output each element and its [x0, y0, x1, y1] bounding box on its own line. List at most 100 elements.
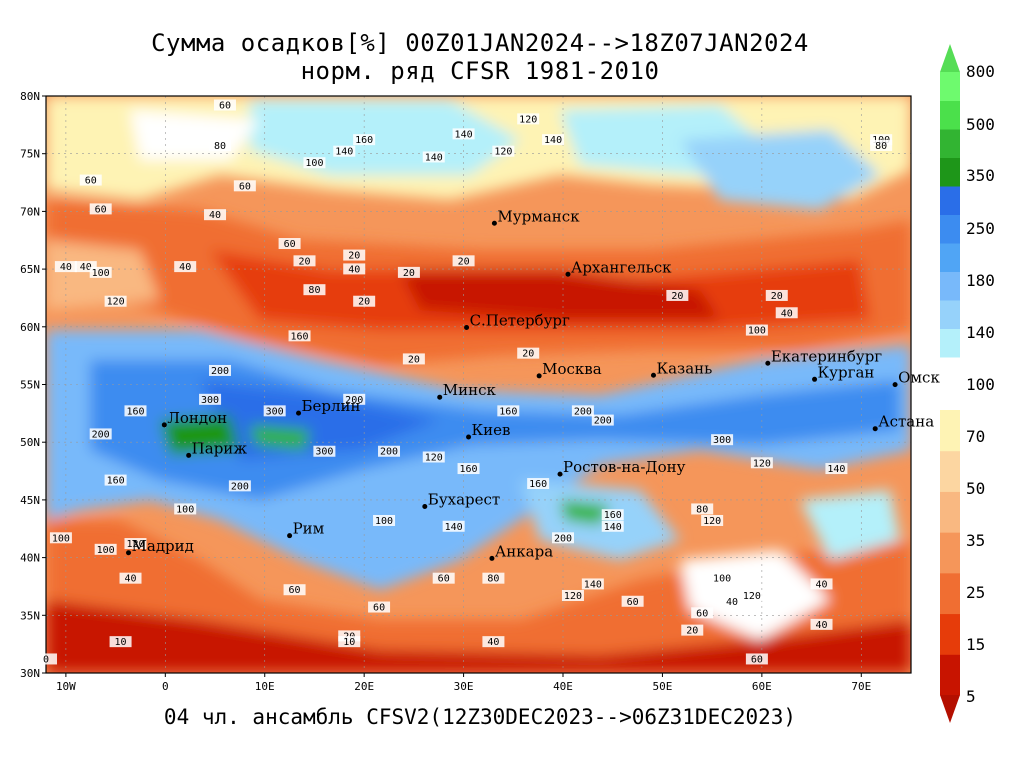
contour-label: 120 [703, 516, 721, 527]
colorbar-swatch [940, 328, 960, 358]
lat-tick-label: 35N [20, 609, 40, 622]
contour-label: 120 [564, 591, 582, 602]
city-label: Астана [878, 413, 934, 431]
contour-label: 60 [219, 101, 231, 112]
contour-label: 20 [348, 251, 360, 262]
contour-label: 200 [231, 481, 249, 492]
contour-label: 200 [594, 416, 612, 427]
colorbar-level-label: 50 [966, 479, 986, 498]
contour-label: 300 [266, 406, 284, 417]
contour-label: 40 [815, 620, 827, 631]
lon-tick-label: 70E [851, 680, 871, 693]
city-label: Мадрид [132, 537, 194, 555]
contour-label: 140 [544, 135, 562, 146]
contour-label: 60 [85, 176, 97, 187]
contour-label: 120 [126, 539, 144, 550]
contour-label: 160 [355, 135, 373, 146]
colorbar-swatch [940, 129, 960, 158]
city-marker [126, 550, 132, 556]
contour-label: 40 [815, 579, 827, 590]
contour-label: 20 [686, 626, 698, 637]
colorbar-swatch [940, 654, 960, 696]
contour-label: 60 [239, 181, 251, 192]
contour-label: 120 [753, 458, 771, 469]
colorbar-swatch [940, 572, 960, 615]
contour-label: 200 [211, 366, 229, 377]
city-label: Лондон [167, 409, 227, 427]
lat-tick-label: 60N [20, 321, 40, 334]
contour-label: 120 [107, 297, 125, 308]
contour-label: 40 [80, 262, 92, 273]
contour-label: 200 [92, 429, 110, 440]
contour-labels: 1201401601401201401008060801001406060604… [35, 99, 893, 665]
colorbar-level-label: 35 [966, 531, 986, 550]
city-label: С.Петербург [470, 311, 570, 329]
contour-label: 20 [403, 268, 415, 279]
contour-label: 300 [713, 435, 731, 446]
lon-tick-label: 50E [652, 680, 672, 693]
contour-label: 200 [345, 395, 363, 406]
lon-tick-label: 40E [553, 680, 573, 693]
contour-label: 60 [438, 574, 450, 585]
city-marker [892, 382, 898, 388]
city-label: Ростов-на-Дону [563, 458, 686, 476]
lat-tick-label: 40N [20, 552, 40, 565]
contour-label: 200 [574, 406, 592, 417]
city-marker [650, 372, 656, 378]
lat-tick-label: 80N [20, 90, 40, 103]
contour-label: 40 [179, 262, 191, 273]
contour-label: 100 [375, 516, 393, 527]
lat-tick-label: 50N [20, 436, 40, 449]
colorbar-level-label: 180 [966, 271, 995, 290]
city-label: Мурманск [497, 207, 580, 225]
colorbar-swatch [940, 450, 960, 492]
contour-label: 60 [95, 204, 107, 215]
contour-label: 60 [751, 654, 763, 665]
contour-label: 100 [176, 504, 194, 515]
contour-label: 80 [696, 504, 708, 515]
city-marker [765, 360, 771, 366]
lat-tick-label: 30N [20, 667, 40, 680]
contour-label: 200 [554, 533, 572, 544]
contour-label: 60 [627, 597, 639, 608]
lon-tick-label: 0 [162, 680, 169, 693]
contour-label: 120 [743, 591, 761, 602]
contour-label: 200 [380, 447, 398, 458]
city-label: Москва [542, 360, 602, 378]
contour-label: 160 [499, 406, 517, 417]
contour-label: 100 [52, 533, 70, 544]
city-label: Курган [818, 363, 875, 381]
city-marker [565, 271, 571, 277]
contour-label: 160 [126, 406, 144, 417]
lon-tick-label: 10W [56, 680, 76, 693]
colorbar-level-label: 500 [966, 115, 995, 134]
city-marker [491, 220, 497, 226]
city-marker [557, 471, 563, 477]
contour-label: 20 [298, 256, 310, 267]
precipitation-field [46, 96, 911, 673]
city-marker [872, 426, 878, 432]
contour-label: 60 [289, 585, 301, 596]
colorbar-swatch [940, 186, 960, 215]
city-label: Архангельск [571, 258, 672, 276]
lat-tick-label: 65N [20, 263, 40, 276]
city-labels: Мурманск Архангельск С.Петербург Москва Каза… [126, 207, 940, 561]
colorbar-swatch [940, 613, 960, 655]
contour-label: 120 [494, 147, 512, 158]
contour-label: 160 [604, 510, 622, 521]
colorbar-level-label: 25 [966, 583, 986, 602]
contour-label: 140 [445, 522, 463, 533]
contour-label: 40 [487, 637, 499, 648]
colorbar-swatch [940, 271, 960, 301]
contour-label: 100 [92, 268, 110, 279]
contour-label: 10 [343, 637, 355, 648]
contour-label: 40 [726, 597, 738, 608]
lon-tick-label: 30E [454, 680, 474, 693]
contour-label: 80 [875, 141, 887, 152]
colorbar-swatch [940, 157, 960, 187]
colorbar-swatch [940, 243, 960, 272]
colorbar-swatch [940, 214, 960, 244]
lat-tick-label: 70N [20, 205, 40, 218]
contour-label: 40 [781, 308, 793, 319]
